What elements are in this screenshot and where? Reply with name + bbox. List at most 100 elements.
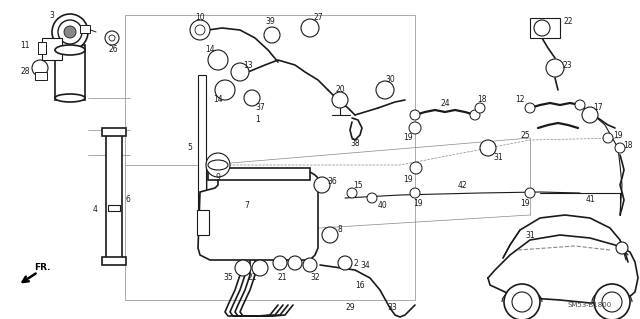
- Bar: [38, 42, 46, 54]
- Text: 24: 24: [440, 99, 450, 108]
- Text: 37: 37: [255, 103, 265, 113]
- Circle shape: [190, 20, 210, 40]
- Circle shape: [235, 260, 251, 276]
- Text: 40: 40: [377, 201, 387, 210]
- Circle shape: [332, 92, 348, 108]
- Text: 31: 31: [493, 153, 503, 162]
- Circle shape: [410, 110, 420, 120]
- Circle shape: [367, 193, 377, 203]
- Circle shape: [264, 27, 280, 43]
- Text: 2: 2: [354, 258, 358, 268]
- Text: 22: 22: [563, 18, 573, 26]
- Circle shape: [410, 188, 420, 198]
- Text: FR.: FR.: [34, 263, 51, 271]
- Text: 4: 4: [93, 205, 97, 214]
- Text: 39: 39: [265, 18, 275, 26]
- Circle shape: [376, 81, 394, 99]
- Text: 10: 10: [195, 13, 205, 23]
- Circle shape: [615, 143, 625, 153]
- Circle shape: [32, 60, 48, 76]
- Circle shape: [195, 25, 205, 35]
- Circle shape: [52, 14, 88, 50]
- Text: 33: 33: [387, 303, 397, 313]
- Circle shape: [475, 103, 485, 113]
- Circle shape: [252, 260, 268, 276]
- Text: 19: 19: [520, 198, 530, 207]
- Bar: [125, 15, 415, 300]
- Polygon shape: [198, 172, 318, 260]
- Circle shape: [504, 284, 540, 319]
- Circle shape: [480, 140, 496, 156]
- Circle shape: [525, 188, 535, 198]
- Text: 14: 14: [205, 46, 215, 55]
- Text: 21: 21: [277, 273, 287, 283]
- Text: 36: 36: [327, 177, 337, 187]
- Text: 1: 1: [255, 115, 260, 124]
- Bar: [208, 168, 310, 180]
- Circle shape: [582, 107, 598, 123]
- Circle shape: [602, 292, 622, 312]
- Circle shape: [322, 227, 338, 243]
- Text: 25: 25: [520, 130, 530, 139]
- Text: 16: 16: [355, 280, 365, 290]
- Circle shape: [594, 284, 630, 319]
- Circle shape: [301, 19, 319, 37]
- Text: 30: 30: [385, 76, 395, 85]
- Text: 23: 23: [562, 61, 572, 70]
- Text: 26: 26: [108, 46, 118, 55]
- Circle shape: [273, 256, 287, 270]
- Circle shape: [231, 63, 249, 81]
- Circle shape: [512, 292, 532, 312]
- Text: SM53-B1800: SM53-B1800: [568, 302, 612, 308]
- Bar: [106, 130, 122, 260]
- Text: 11: 11: [20, 41, 29, 49]
- Text: 9: 9: [216, 174, 220, 182]
- Bar: [530, 18, 560, 38]
- Circle shape: [58, 20, 82, 44]
- Text: 14: 14: [213, 95, 223, 105]
- Text: 20: 20: [335, 85, 345, 94]
- Circle shape: [575, 100, 585, 110]
- Circle shape: [409, 122, 421, 134]
- Text: 35: 35: [223, 273, 233, 283]
- Ellipse shape: [55, 45, 85, 55]
- Text: 32: 32: [310, 273, 320, 283]
- Text: 19: 19: [613, 130, 623, 139]
- Text: 28: 28: [20, 68, 29, 77]
- Circle shape: [525, 103, 535, 113]
- Circle shape: [534, 20, 550, 36]
- Text: 19: 19: [403, 133, 413, 143]
- Text: 6: 6: [125, 196, 131, 204]
- Text: 7: 7: [244, 201, 250, 210]
- Text: 12: 12: [515, 95, 525, 105]
- Bar: [80, 25, 90, 33]
- Text: 17: 17: [593, 103, 603, 113]
- Circle shape: [208, 50, 228, 70]
- Text: 13: 13: [243, 61, 253, 70]
- Circle shape: [105, 31, 119, 45]
- Circle shape: [109, 35, 115, 41]
- Circle shape: [410, 162, 422, 174]
- Bar: [198, 75, 206, 220]
- Bar: [55, 45, 85, 100]
- Circle shape: [206, 153, 230, 177]
- Ellipse shape: [55, 94, 85, 102]
- Bar: [108, 205, 120, 211]
- Text: 41: 41: [585, 196, 595, 204]
- Bar: [102, 128, 126, 136]
- Circle shape: [314, 177, 330, 193]
- Text: 15: 15: [353, 181, 363, 189]
- Text: 8: 8: [338, 226, 342, 234]
- Circle shape: [288, 256, 302, 270]
- Text: 27: 27: [313, 13, 323, 23]
- Circle shape: [546, 59, 564, 77]
- Bar: [42, 38, 62, 60]
- Text: 42: 42: [457, 181, 467, 189]
- Text: 29: 29: [345, 303, 355, 313]
- Bar: [35, 72, 47, 80]
- Text: 34: 34: [360, 261, 370, 270]
- Circle shape: [616, 242, 628, 254]
- Text: 19: 19: [403, 175, 413, 184]
- Text: 38: 38: [350, 138, 360, 147]
- Circle shape: [303, 258, 317, 272]
